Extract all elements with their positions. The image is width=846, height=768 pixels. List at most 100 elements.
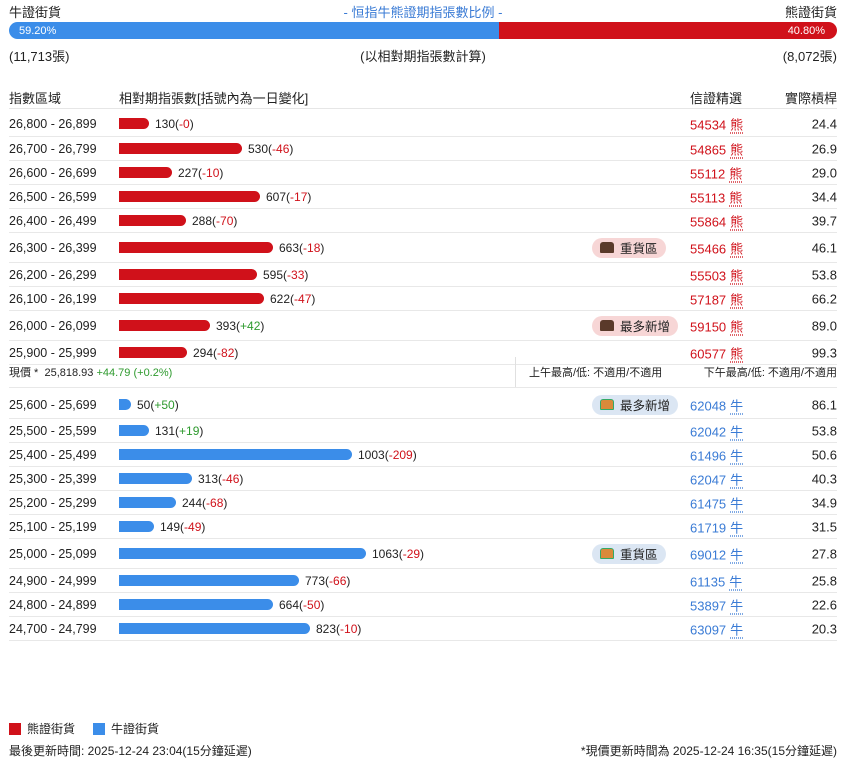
contracts-cell: 1003(-209) <box>119 448 417 462</box>
warrant-code-link[interactable]: 62047 牛 <box>690 469 743 488</box>
contracts-count: 393 <box>216 318 237 333</box>
effective-leverage: 31.5 <box>811 519 837 534</box>
table-row: 25,200 - 25,299 244(-68) 61475 牛 34.9 <box>9 491 837 515</box>
effective-leverage: 34.4 <box>811 189 837 204</box>
contracts-cell: 227(-10) <box>119 166 223 180</box>
warrant-code: 61135 <box>690 574 726 589</box>
warrant-kind: 牛 <box>730 547 744 562</box>
bear-bar <box>119 242 273 253</box>
warrant-code-link[interactable]: 61475 牛 <box>690 493 743 512</box>
effective-leverage: 25.8 <box>811 573 837 588</box>
warrant-code-link[interactable]: 61719 牛 <box>690 517 743 536</box>
bull-bar <box>119 548 366 559</box>
warrant-code: 69012 <box>690 547 727 562</box>
contracts-value: 664(-50) <box>279 597 325 612</box>
table-row: 26,800 - 26,899 130(-0) 54534 熊 24.4 <box>9 111 837 137</box>
warrant-kind: 牛 <box>730 424 744 439</box>
index-range: 26,500 - 26,599 <box>9 189 97 204</box>
effective-leverage: 50.6 <box>811 447 837 462</box>
warrant-code-link[interactable]: 55864 熊 <box>690 211 743 230</box>
effective-leverage: 27.8 <box>811 546 837 561</box>
table-row: 26,000 - 26,099 393(+42) 最多新增 59150 熊 89.0 <box>9 311 837 341</box>
warrant-kind: 熊 <box>730 241 744 256</box>
contracts-cell: 130(-0) <box>119 117 194 131</box>
bull-bar <box>119 449 352 460</box>
warrant-code-link[interactable]: 53897 牛 <box>690 595 743 614</box>
warrant-code-link[interactable]: 55503 熊 <box>690 265 743 284</box>
contracts-value: 149(-49) <box>160 519 206 534</box>
contracts-cell: 622(-47) <box>119 292 315 306</box>
day-change: -68 <box>206 495 224 510</box>
warrant-code-link[interactable]: 61135 牛 <box>690 571 742 590</box>
warrant-code-link[interactable]: 60577 熊 <box>690 343 743 362</box>
contracts-value: 595(-33) <box>263 267 309 282</box>
index-range: 25,300 - 25,399 <box>9 471 97 486</box>
legend-bull: 牛證街貨 <box>111 722 160 736</box>
effective-leverage: 46.1 <box>811 240 837 255</box>
index-range: 25,200 - 25,299 <box>9 495 97 510</box>
bull-bar <box>119 623 310 634</box>
bull-swatch <box>93 722 106 735</box>
warrant-code-link[interactable]: 62042 牛 <box>690 421 743 440</box>
bear-bar <box>119 191 260 202</box>
day-change: -50 <box>303 597 321 612</box>
bear-swatch <box>9 722 21 735</box>
warrant-code-link[interactable]: 63097 牛 <box>690 619 743 638</box>
current-price: 現價 * 25,818.93 +44.79 (+0.2%) <box>9 364 172 380</box>
index-range: 26,200 - 26,299 <box>9 267 97 282</box>
day-change: -33 <box>287 267 305 282</box>
price-label: 現價 * <box>9 367 39 379</box>
day-change: +19 <box>179 423 200 438</box>
day-change: -66 <box>329 573 347 588</box>
warrant-code: 54534 <box>690 117 727 132</box>
zone-badge-label: 重貨區 <box>620 242 658 256</box>
table-row: 25,100 - 25,199 149(-49) 61719 牛 31.5 <box>9 515 837 539</box>
warrant-code: 54865 <box>690 142 727 157</box>
bull-bar <box>119 497 176 508</box>
warrant-kind: 熊 <box>730 214 744 229</box>
index-range: 26,100 - 26,199 <box>9 291 97 306</box>
warrant-kind: 牛 <box>730 496 744 511</box>
warrant-code-link[interactable]: 55466 熊 <box>690 238 743 257</box>
table-row: 26,700 - 26,799 530(-46) 54865 熊 26.9 <box>9 137 837 161</box>
warrant-kind: 牛 <box>729 574 743 589</box>
bear-count: (8,072張) <box>782 49 837 64</box>
contracts-cell: 664(-50) <box>119 597 325 612</box>
warrant-kind: 熊 <box>730 117 744 132</box>
warrant-code-link[interactable]: 55112 熊 <box>690 163 742 182</box>
index-range: 24,900 - 24,999 <box>9 573 97 588</box>
effective-leverage: 89.0 <box>811 318 837 333</box>
last-update: 最後更新時間: 2025-12-24 23:04(15分鐘延遲) <box>9 744 252 758</box>
warrant-code-link[interactable]: 54534 熊 <box>690 114 743 133</box>
warrant-code: 62047 <box>690 472 727 487</box>
contracts-value: 313(-46) <box>198 471 244 486</box>
table-row: 24,900 - 24,999 773(-66) 61135 牛 25.8 <box>9 569 837 593</box>
warrant-code-link[interactable]: 55113 熊 <box>690 187 742 206</box>
contracts-count: 131 <box>155 423 176 438</box>
contracts-value: 294(-82) <box>193 345 239 360</box>
warrant-code: 55112 <box>690 166 726 181</box>
table-row: 26,600 - 26,699 227(-10) 55112 熊 29.0 <box>9 161 837 185</box>
warrant-code-link[interactable]: 62048 牛 <box>690 395 743 414</box>
ratio-bar: 59.20% 40.80% <box>9 22 837 39</box>
warrant-code-link[interactable]: 57187 熊 <box>690 289 743 308</box>
effective-leverage: 40.3 <box>811 471 837 486</box>
col-pick: 信證精選 <box>690 91 743 106</box>
contracts-cell: 1063(-29) <box>119 547 424 561</box>
effective-leverage: 53.8 <box>811 423 837 438</box>
zone-badge: 最多新增 <box>592 315 679 336</box>
price-update: *現價更新時間為 2025-12-24 16:35(15分鐘延遲) <box>580 744 837 758</box>
counts-row: (11,713張) (以相對期指張數計算) (8,072張) <box>9 46 837 64</box>
index-range: 26,800 - 26,899 <box>9 116 97 131</box>
warrant-code: 53897 <box>690 598 727 613</box>
warrant-code: 61475 <box>690 496 727 511</box>
warrant-kind: 熊 <box>729 190 743 205</box>
warrant-code-link[interactable]: 59150 熊 <box>690 316 743 335</box>
bull-rows: 25,600 - 25,699 50(+50) 最多新增 62048 牛 86.1 25,5… <box>9 391 837 641</box>
contracts-cell: 131(+19) <box>119 423 203 438</box>
warrant-code-link[interactable]: 54865 熊 <box>690 139 743 158</box>
price-section: 現價 * 25,818.93 +44.79 (+0.2%) 上午最高/低: 不適… <box>9 357 837 388</box>
warrant-code-link[interactable]: 61496 牛 <box>690 445 743 464</box>
warrant-code-link[interactable]: 69012 牛 <box>690 544 743 563</box>
contracts-value: 607(-17) <box>266 189 312 204</box>
